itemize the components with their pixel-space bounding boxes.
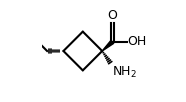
Text: OH: OH <box>127 35 146 48</box>
Polygon shape <box>102 40 114 51</box>
Text: O: O <box>108 9 117 22</box>
Text: NH$_2$: NH$_2$ <box>112 65 137 80</box>
